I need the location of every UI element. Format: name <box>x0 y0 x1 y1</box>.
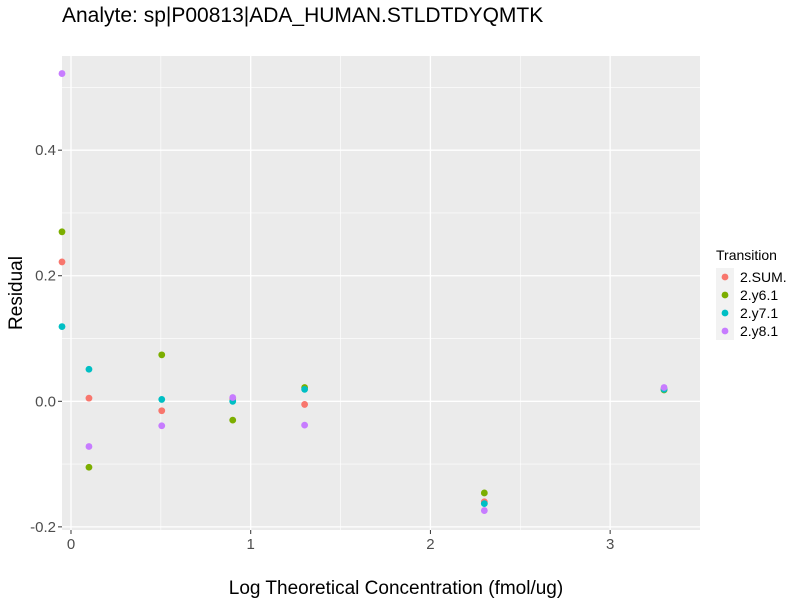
data-points <box>58 70 668 514</box>
data-point <box>58 228 66 236</box>
data-point <box>660 384 668 391</box>
data-point <box>158 422 166 430</box>
data-point <box>58 323 66 330</box>
data-point <box>229 394 237 401</box>
x-tick-label: 0 <box>67 536 75 553</box>
data-point <box>85 463 93 471</box>
data-point <box>85 394 93 402</box>
legend-entry-label: 2.y6.1 <box>740 287 778 303</box>
data-point <box>480 489 488 497</box>
x-tick-label: 1 <box>247 536 255 553</box>
data-point <box>480 507 488 514</box>
legend-entry-label: 2.y8.1 <box>740 323 778 339</box>
data-point <box>229 416 237 424</box>
data-point <box>301 385 309 393</box>
legend-entry-label: 2.SUM. <box>740 269 787 285</box>
legend-key-marker <box>721 309 729 317</box>
legend-key-marker <box>721 291 729 299</box>
chart-title: Analyte: sp|P00813|ADA_HUMAN.STLDTDYQMTK <box>62 4 543 27</box>
minor-gridlines <box>62 56 700 530</box>
legend: Transition 2.SUM. 2.y6.1 2.y7.1 2.y8.1 <box>716 247 787 340</box>
data-point <box>85 365 93 373</box>
legend-entry-label: 2.y7.1 <box>740 305 778 321</box>
legend-key-marker <box>721 273 729 281</box>
y-tick-label: 0.2 <box>35 268 56 285</box>
y-tick-label: 0.4 <box>35 142 56 159</box>
data-point <box>480 500 488 508</box>
data-point <box>58 258 66 266</box>
data-point <box>158 396 166 403</box>
axis-ticks: 0 1 2 3 -0.2 0.0 0.2 0.4 <box>30 142 614 553</box>
y-axis-label: Residual <box>6 256 27 330</box>
data-point <box>58 70 66 77</box>
y-tick-label: 0.0 <box>35 393 56 410</box>
major-gridlines <box>62 56 700 530</box>
data-point <box>301 401 309 408</box>
legend-key-marker <box>721 327 729 335</box>
data-point <box>158 351 166 359</box>
y-tick-label: -0.2 <box>30 519 56 536</box>
data-point <box>301 421 309 429</box>
plot-panel <box>62 56 700 530</box>
x-tick-label: 2 <box>426 536 434 553</box>
x-tick-label: 3 <box>606 536 614 553</box>
x-axis-label: Log Theoretical Concentration (fmol/ug) <box>229 578 563 599</box>
legend-title: Transition <box>716 247 777 263</box>
data-point <box>85 443 93 450</box>
data-point <box>158 407 166 415</box>
